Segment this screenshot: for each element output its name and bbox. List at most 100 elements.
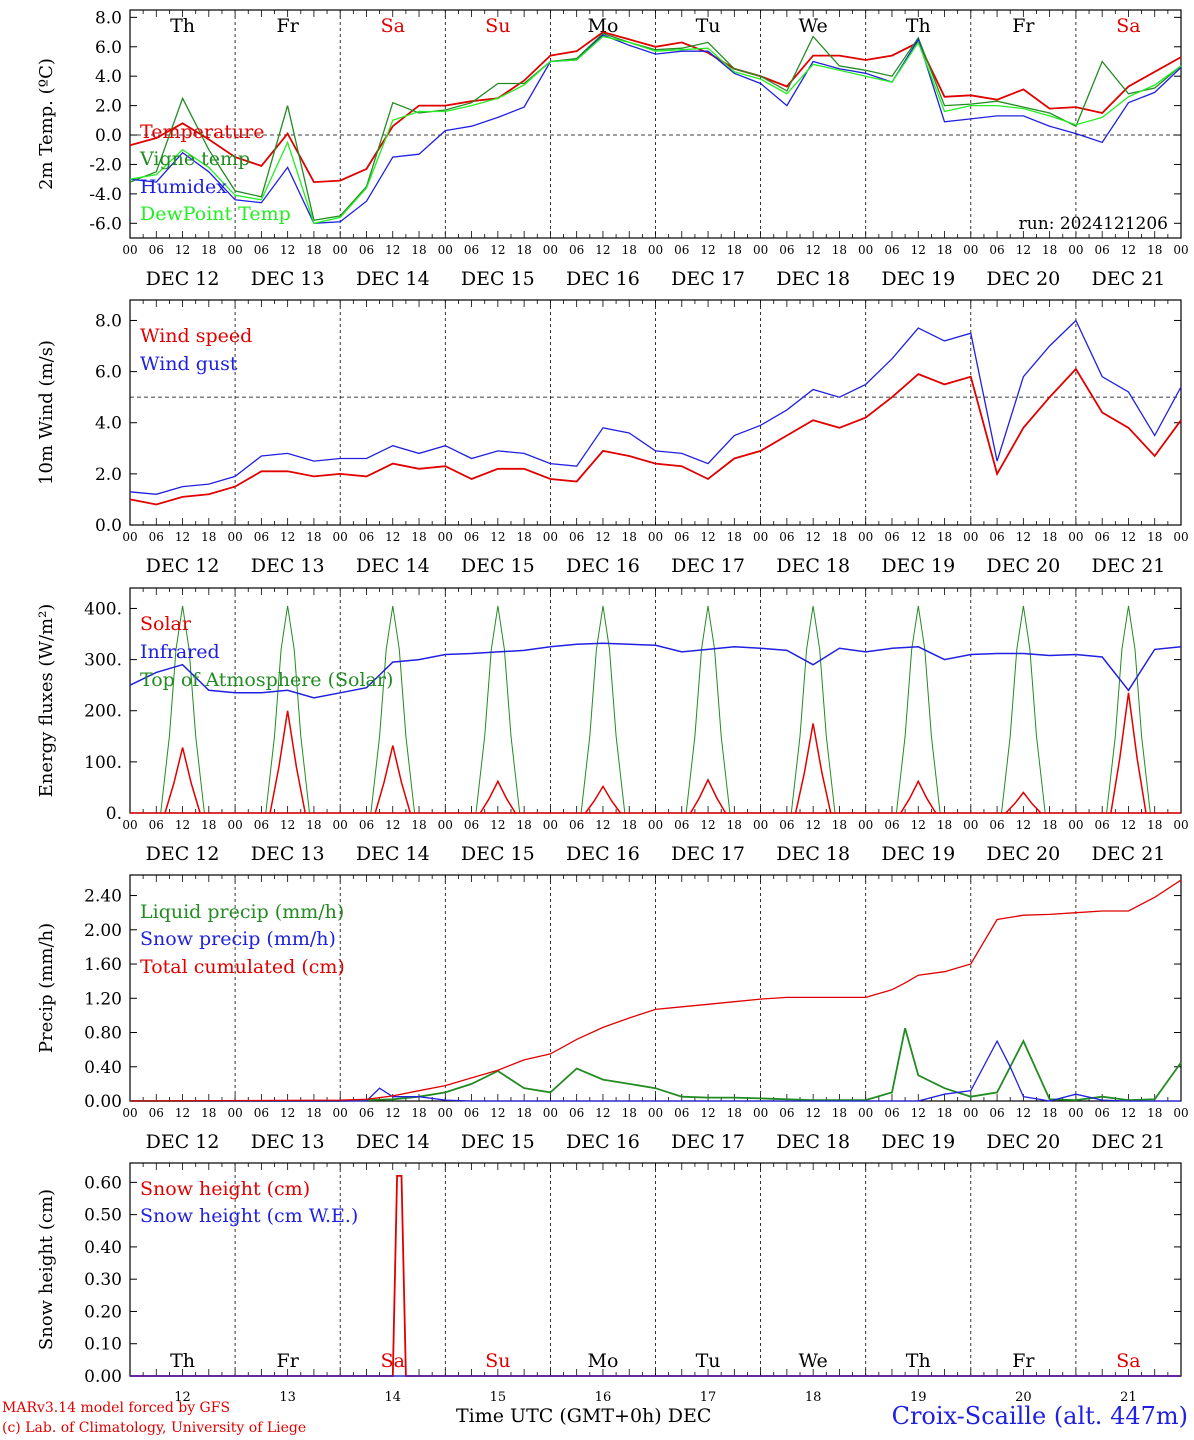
hour-tick-label: 18: [411, 1106, 426, 1120]
y-tick-label: 0.00: [84, 1092, 122, 1112]
hour-tick-label: 18: [306, 243, 321, 257]
hour-tick-label: 06: [464, 818, 479, 832]
hour-tick-label: 18: [832, 818, 847, 832]
day-label: DEC 16: [566, 555, 640, 577]
day-number-label: 15: [490, 1390, 507, 1405]
weekday-label: Su: [485, 1350, 510, 1372]
hour-tick-label: 00: [648, 530, 663, 544]
hour-tick-label: 00: [648, 1106, 663, 1120]
hour-tick-label: 00: [1068, 818, 1083, 832]
day-number-label: 17: [700, 1390, 717, 1405]
hour-tick-label: 18: [832, 530, 847, 544]
hour-tick-label: 00: [333, 530, 348, 544]
toa-solar-line: [475, 605, 521, 814]
y-tick-label: 2.40: [84, 887, 122, 907]
hour-tick-label: 12: [1016, 530, 1031, 544]
hour-tick-label: 18: [201, 1106, 216, 1120]
hour-tick-label: 06: [149, 818, 164, 832]
hour-tick-label: 18: [622, 243, 637, 257]
hour-tick-label: 06: [674, 818, 689, 832]
hour-tick-label: 18: [516, 243, 531, 257]
y-tick-label: 8.0: [95, 311, 122, 331]
y-tick-label: 0.60: [84, 1173, 122, 1193]
day-label: DEC 18: [776, 555, 850, 577]
hour-tick-label: 18: [622, 1106, 637, 1120]
hour-tick-label: 12: [595, 818, 610, 832]
hour-tick-label: 18: [1042, 530, 1057, 544]
y-tick-label: 400.: [84, 599, 122, 619]
y-tick-label: 2.0: [95, 97, 122, 117]
y-axis-label: Precip (mm/h): [36, 923, 57, 1053]
toa-solar-line: [370, 605, 416, 814]
hour-tick-label: 06: [149, 1106, 164, 1120]
hour-tick-label: 18: [727, 243, 742, 257]
hour-tick-label: 00: [1068, 243, 1083, 257]
legend-entry: Humidex: [140, 176, 227, 198]
hour-tick-label: 12: [1121, 818, 1136, 832]
legend-entry: Snow precip (mm/h): [140, 928, 336, 950]
hour-tick-label: 00: [333, 1106, 348, 1120]
day-label: DEC 15: [461, 268, 535, 290]
day-number-label: 18: [805, 1390, 822, 1405]
hour-tick-label: 00: [438, 530, 453, 544]
hour-tick-label: 06: [464, 1106, 479, 1120]
y-tick-label: 0.: [106, 804, 122, 824]
day-label: DEC 13: [251, 555, 325, 577]
legend-entry: Wind gust: [140, 353, 238, 375]
weekday-label: Mo: [587, 1350, 618, 1372]
humidex-line: [129, 34, 1182, 224]
legend-entry: DewPoint Temp: [140, 203, 291, 225]
hour-tick-label: 12: [700, 530, 715, 544]
hour-tick-label: 12: [911, 530, 926, 544]
hour-tick-label: 06: [674, 1106, 689, 1120]
hour-tick-label: 12: [806, 530, 821, 544]
hour-tick-label: 00: [227, 1106, 242, 1120]
solar-line: [900, 779, 937, 814]
hour-tick-label: 18: [937, 1106, 952, 1120]
hour-tick-label: 06: [989, 1106, 1004, 1120]
day-number-label: 13: [279, 1390, 296, 1405]
weekday-label: Th: [170, 1350, 195, 1372]
hour-tick-label: 12: [1016, 818, 1031, 832]
hour-tick-label: 06: [779, 243, 794, 257]
weekday-label: Tu: [696, 1350, 721, 1372]
legend-entry: Snow height (cm): [140, 1178, 310, 1200]
toa-solar-line: [790, 605, 836, 814]
hour-tick-label: 12: [490, 818, 505, 832]
hour-tick-label: 12: [595, 530, 610, 544]
y-tick-label: 300.: [84, 651, 122, 671]
hour-tick-label: 12: [806, 1106, 821, 1120]
hour-tick-label: 18: [832, 243, 847, 257]
hour-tick-label: 06: [1095, 243, 1110, 257]
solar-line: [584, 784, 622, 814]
day-label: DEC 16: [566, 268, 640, 290]
hour-tick-label: 06: [254, 530, 269, 544]
hour-tick-label: 06: [989, 818, 1004, 832]
panel-3: 400. 300. 200. 100. 0. Energy fluxes (W/m²) 00…: [36, 587, 1189, 865]
hour-tick-label: 06: [359, 1106, 374, 1120]
day-label: DEC 15: [461, 555, 535, 577]
y-axis-label: 10m Wind (m/s): [36, 340, 57, 485]
day-label: DEC 21: [1092, 843, 1166, 865]
hour-tick-label: 06: [779, 818, 794, 832]
y-tick-label: 4.0: [95, 414, 122, 434]
hour-tick-label: 00: [122, 818, 137, 832]
day-label: DEC 19: [881, 1131, 955, 1153]
y-tick-label: 0.50: [84, 1206, 122, 1226]
station-label: Croix-Scaille (alt. 447m): [891, 1402, 1188, 1430]
day-label: DEC 21: [1092, 268, 1166, 290]
wind-speed-line: [129, 367, 1182, 506]
legend-entry: Snow height (cm W.E.): [140, 1205, 358, 1227]
solar-line: [1005, 791, 1042, 814]
hour-tick-label: 18: [411, 243, 426, 257]
hour-tick-label: 00: [753, 1106, 768, 1120]
hour-tick-label: 12: [700, 818, 715, 832]
y-tick-label: 2.0: [95, 465, 122, 485]
y-tick-label: 8.0: [95, 8, 122, 28]
hour-tick-label: 00: [1173, 818, 1188, 832]
total-cumulated-cm-line: [129, 879, 1182, 1102]
weekday-label: Th: [906, 1350, 931, 1372]
hour-tick-label: 12: [1016, 243, 1031, 257]
hour-tick-label: 18: [937, 818, 952, 832]
day-label: DEC 13: [251, 1131, 325, 1153]
